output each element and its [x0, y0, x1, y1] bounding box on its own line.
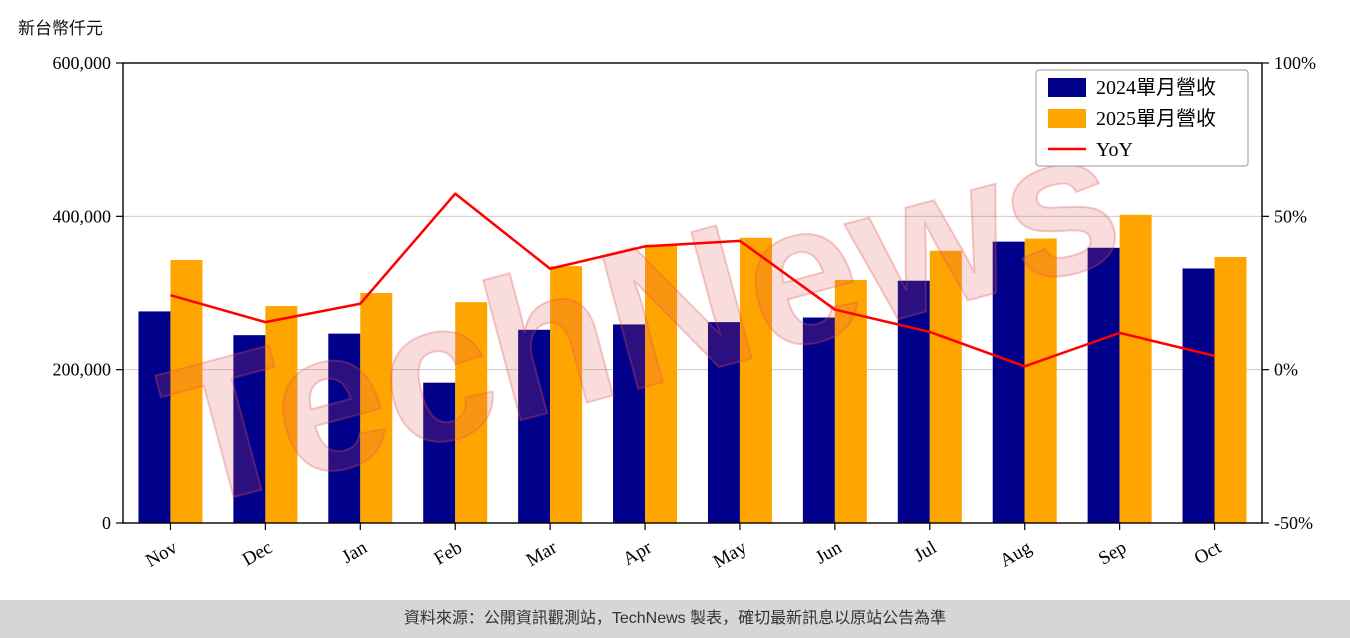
x-tick-label: Sep	[1095, 537, 1130, 569]
bar	[550, 266, 583, 523]
plot-border	[122, 62, 1263, 524]
bar	[518, 329, 551, 523]
monthly-revenue-chart: TechNews0200,000400,000600,000-50%0%50%1…	[53, 53, 1317, 573]
legend-label: YoY	[1096, 139, 1133, 161]
x-tick-label: Jun	[812, 537, 846, 569]
bar	[1119, 214, 1152, 524]
bar	[645, 244, 678, 523]
left-tick-label: 200,000	[53, 360, 112, 380]
right-tick-label: 100%	[1274, 53, 1316, 73]
right-axis: -50% 0% 50% 100%	[1262, 53, 1316, 533]
left-tick-label: 0	[102, 513, 111, 533]
bar	[138, 311, 171, 523]
bar	[1214, 256, 1247, 523]
right-tick-label: -50%	[1274, 513, 1313, 533]
bar-series-2025單月營收	[170, 214, 1247, 524]
x-tick-label: Oct	[1191, 537, 1226, 569]
x-tick-label: Mar	[523, 537, 561, 571]
bar	[233, 335, 266, 523]
x-tick-label: Feb	[431, 537, 466, 569]
right-tick-label: 50%	[1274, 206, 1307, 226]
left-tick-label: 400,000	[53, 206, 112, 226]
x-tick-label: Nov	[142, 537, 181, 572]
bar	[265, 306, 298, 523]
left-axis: 0 200,000 400,000 600,000	[53, 53, 123, 533]
bar	[929, 250, 962, 524]
bar-series-2024單月營收	[138, 241, 1215, 523]
legend-swatch	[1048, 109, 1086, 128]
x-tick-label: Apr	[619, 537, 656, 570]
bar	[328, 333, 361, 523]
gridlines	[123, 215, 1262, 371]
bar	[739, 237, 772, 524]
bar	[423, 382, 456, 523]
right-tick-label: 0%	[1274, 360, 1298, 380]
left-tick-label: 600,000	[53, 53, 112, 73]
x-tick-label: Jul	[911, 537, 941, 566]
x-tick-label: May	[710, 537, 751, 573]
bar	[802, 317, 835, 523]
x-tick-label: Aug	[996, 537, 1035, 572]
bar	[897, 280, 930, 523]
legend-box	[1035, 69, 1249, 167]
source-footer: 資料來源：公開資訊觀測站，TechNews 製表，確切最新訊息以原站公告為準	[0, 600, 1350, 638]
bar	[1087, 247, 1120, 523]
legend-label: 2025單月營收	[1096, 107, 1216, 130]
x-axis: Nov Dec Jan Feb Mar Apr May Jun Jul Aug Sep Oct	[142, 523, 1226, 573]
bar	[1024, 238, 1057, 524]
legend-swatch	[1048, 78, 1086, 97]
bar	[707, 322, 740, 523]
bar	[834, 279, 867, 523]
y-axis-unit-label: 新台幣仟元	[18, 19, 103, 38]
legend-label: 2024單月營收	[1096, 76, 1216, 99]
legend: 2024單月營收 2025單月營收 YoY	[1035, 69, 1249, 167]
yoy-line	[170, 192, 1215, 368]
bar	[360, 293, 393, 523]
bar	[992, 241, 1025, 523]
bar	[455, 302, 488, 523]
x-tick-label: Dec	[239, 537, 276, 570]
bar	[613, 324, 646, 523]
bar	[1182, 268, 1215, 523]
x-tick-label: Jan	[338, 537, 371, 568]
